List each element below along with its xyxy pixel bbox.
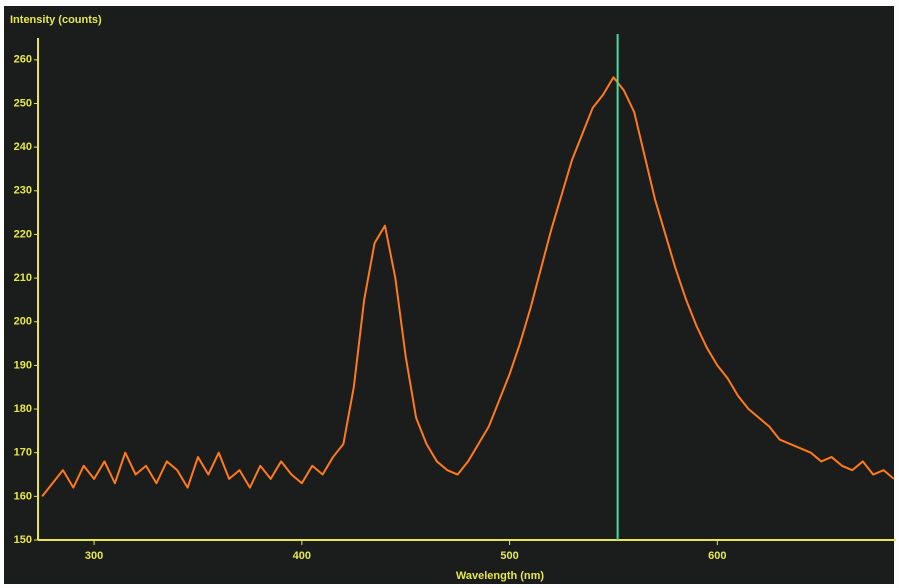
y-tick-label: 260 [14,54,32,66]
x-tick-label: 600 [708,550,726,562]
y-tick-label: 240 [14,141,32,153]
y-tick-label: 250 [14,97,32,109]
x-axis-label: Wavelength (nm) [456,570,545,582]
y-axis-label: Intensity (counts) [10,14,102,26]
screen [4,6,894,584]
spectrum-line [41,76,895,497]
y-tick-label: 150 [14,534,32,546]
x-tick-label: 300 [85,550,103,562]
y-tick-label: 210 [14,272,32,284]
y-tick-label: 160 [14,490,32,502]
y-tick-label: 200 [14,316,32,328]
y-tick-label: 220 [14,228,32,240]
x-tick-label: 500 [500,550,518,562]
x-tick-label: 400 [293,550,311,562]
y-tick-label: 230 [14,185,32,197]
y-tick-label: 170 [14,447,32,459]
y-tick-label: 180 [14,403,32,415]
y-tick-label: 190 [14,359,32,371]
